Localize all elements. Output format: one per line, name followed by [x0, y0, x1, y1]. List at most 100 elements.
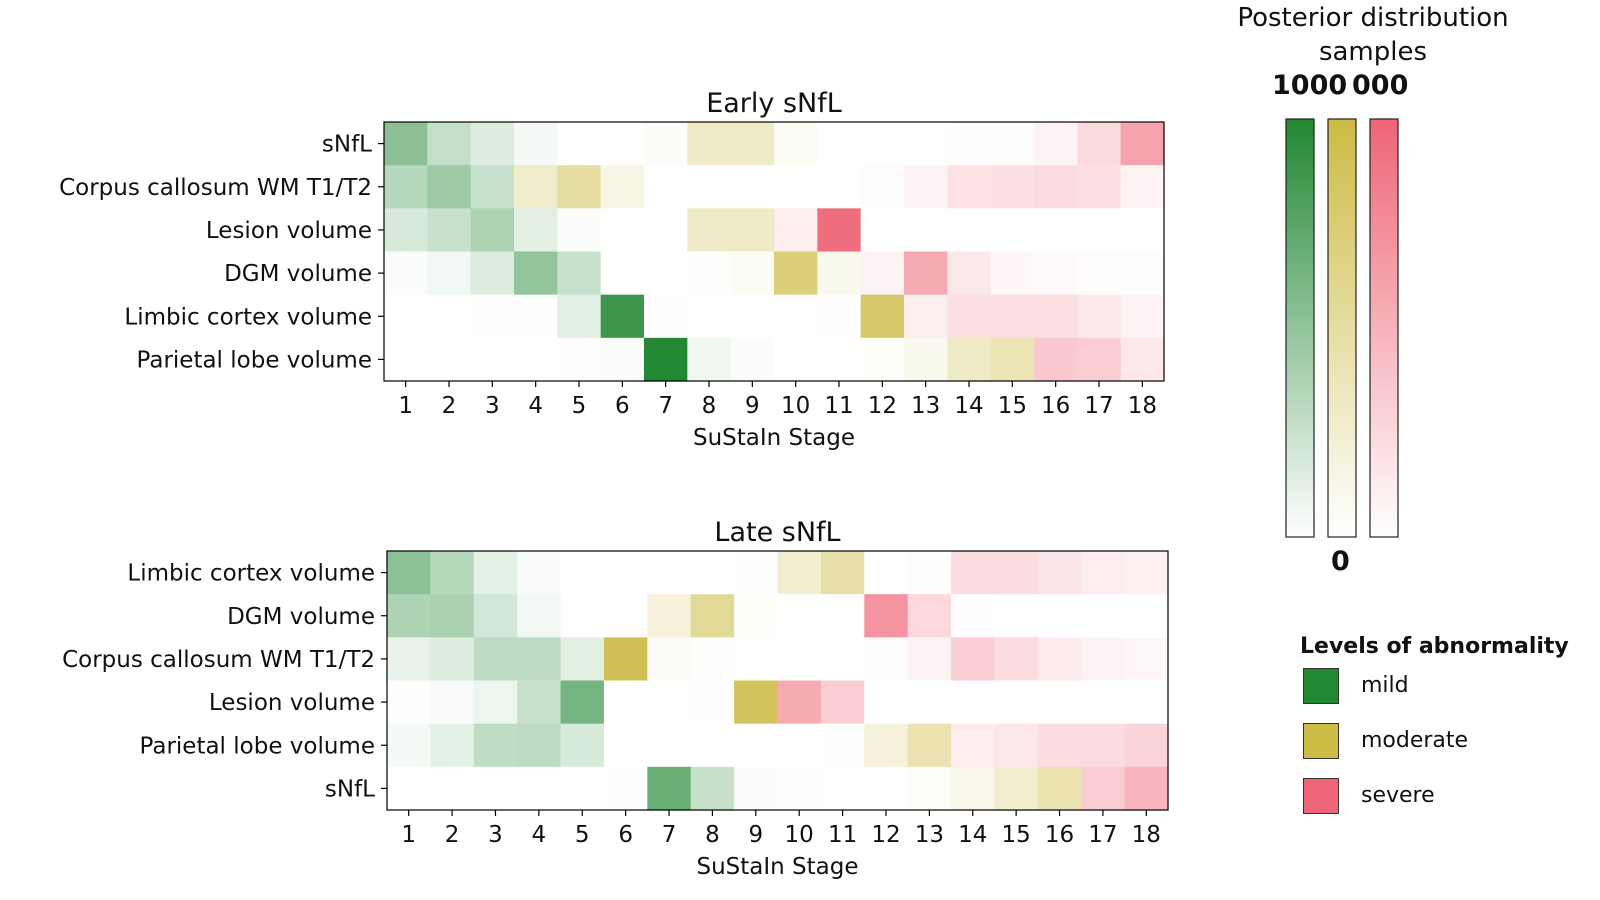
heatmap-cell [387, 723, 431, 768]
heatmap-cell [774, 294, 818, 339]
y-tick-label: Corpus callosum WM T1/T2 [59, 175, 372, 201]
legend-swatch-severe [1303, 778, 1339, 814]
heatmap-cell [644, 122, 688, 166]
heatmap-cell [387, 551, 431, 595]
heatmap-cell [774, 251, 818, 296]
x-axis-label: SuStaIn Stage [693, 425, 855, 451]
heatmap-cell [603, 723, 648, 768]
x-tick-label: 14 [958, 822, 987, 848]
heatmap-cell [990, 122, 1035, 166]
heatmap-cell [473, 637, 518, 682]
x-tick-label: 15 [998, 393, 1027, 419]
heatmap-cell [1081, 551, 1126, 595]
x-tick-label: 5 [572, 393, 587, 419]
heatmap-cell [907, 680, 952, 725]
heatmap-cell [1077, 208, 1122, 253]
heatmap-cell [990, 337, 1035, 382]
heatmap-cell [557, 337, 602, 382]
heatmap-cell [1120, 165, 1165, 209]
colorbar-mild [1285, 118, 1315, 538]
x-tick-label: 11 [824, 393, 853, 419]
heatmap-cell [644, 165, 688, 209]
heatmap-cell [384, 337, 428, 382]
heatmap-cell [514, 251, 558, 296]
y-tick-label: Limbic cortex volume [127, 561, 375, 587]
x-tick-label: 17 [1084, 393, 1113, 419]
heatmap-cell [427, 122, 472, 166]
heatmap-cell [427, 165, 472, 209]
heatmap-cell [1037, 551, 1082, 595]
heatmap-cell [820, 680, 865, 725]
legend-label-mild: mild [1361, 673, 1409, 698]
heatmap-cell [774, 122, 818, 166]
heatmap-cell [473, 551, 518, 595]
legend-label-moderate: moderate [1361, 728, 1469, 753]
heatmap-cell [864, 594, 909, 638]
x-tick-label: 8 [705, 822, 720, 848]
heatmap-cell [904, 294, 948, 339]
heatmap-cell [473, 766, 518, 811]
heatmap-cell [777, 594, 822, 638]
plot-frame [383, 121, 1165, 382]
x-tick-label: 2 [442, 393, 457, 419]
heatmap-cell [600, 294, 645, 339]
heatmap-cell [560, 766, 605, 811]
heatmap-cell [994, 637, 1039, 682]
heatmap-cell [1120, 122, 1165, 166]
heatmap-cell [820, 723, 865, 768]
heatmap-cell [1034, 122, 1078, 166]
heatmap-cell [603, 594, 648, 638]
x-tick-label: 1 [401, 822, 416, 848]
heatmap-cell [690, 723, 735, 768]
heatmap-cell [951, 766, 996, 811]
heatmap-cell [687, 294, 732, 339]
heatmap-cell [1037, 637, 1082, 682]
heatmap-cell [907, 766, 952, 811]
heatmap-cell [1124, 680, 1169, 725]
heatmap-cell [473, 680, 518, 725]
x-tick-label: 6 [618, 822, 633, 848]
heatmap-cell [517, 723, 562, 768]
x-tick-label: 12 [871, 822, 900, 848]
heatmap-cell [817, 337, 862, 382]
heatmap-cell [734, 551, 779, 595]
x-tick-label: 4 [532, 822, 547, 848]
heatmap-cell [1077, 251, 1122, 296]
heatmap-cell [864, 766, 909, 811]
heatmap-cell [1124, 723, 1169, 768]
heatmap-cell [817, 251, 862, 296]
colorbar-max-label-1: 1000 [1272, 70, 1348, 101]
heatmap-cell [600, 337, 645, 382]
heatmap-cell [907, 551, 952, 595]
heatmap-cell [430, 551, 475, 595]
heatmap-cell [1037, 594, 1082, 638]
chart-title: Early sNfL [706, 88, 842, 119]
heatmap-cell [1120, 337, 1165, 382]
heatmap-cell [1124, 594, 1169, 638]
heatmap-cell [600, 208, 645, 253]
heatmap-cell [687, 251, 732, 296]
heatmap-cell [947, 294, 992, 339]
heatmap-cell [734, 680, 779, 725]
heatmap-cell [427, 208, 472, 253]
colorbar-max-label-2: 000 [1352, 70, 1409, 101]
heatmap-cell [644, 294, 688, 339]
heatmap-cell [560, 551, 605, 595]
x-tick-label: 16 [1045, 822, 1074, 848]
heatmap-cell [820, 594, 865, 638]
colorbar-title-line-1: Posterior distribution [1237, 3, 1509, 33]
heatmap-cell [777, 637, 822, 682]
heatmap-cell [860, 122, 905, 166]
heatmap-cell [690, 594, 735, 638]
heatmap-cell [820, 551, 865, 595]
y-tick-label: sNfL [325, 776, 375, 802]
heatmap-cell [1120, 251, 1165, 296]
legend-title: Levels of abnormality [1300, 634, 1569, 659]
heatmap-cell [427, 337, 472, 382]
heatmap-cell [947, 251, 992, 296]
heatmap-cell [730, 294, 775, 339]
heatmap-cell [1124, 766, 1169, 811]
heatmap-cell [1077, 165, 1122, 209]
heatmap-cell [951, 637, 996, 682]
y-tick-label: Lesion volume [206, 218, 372, 244]
